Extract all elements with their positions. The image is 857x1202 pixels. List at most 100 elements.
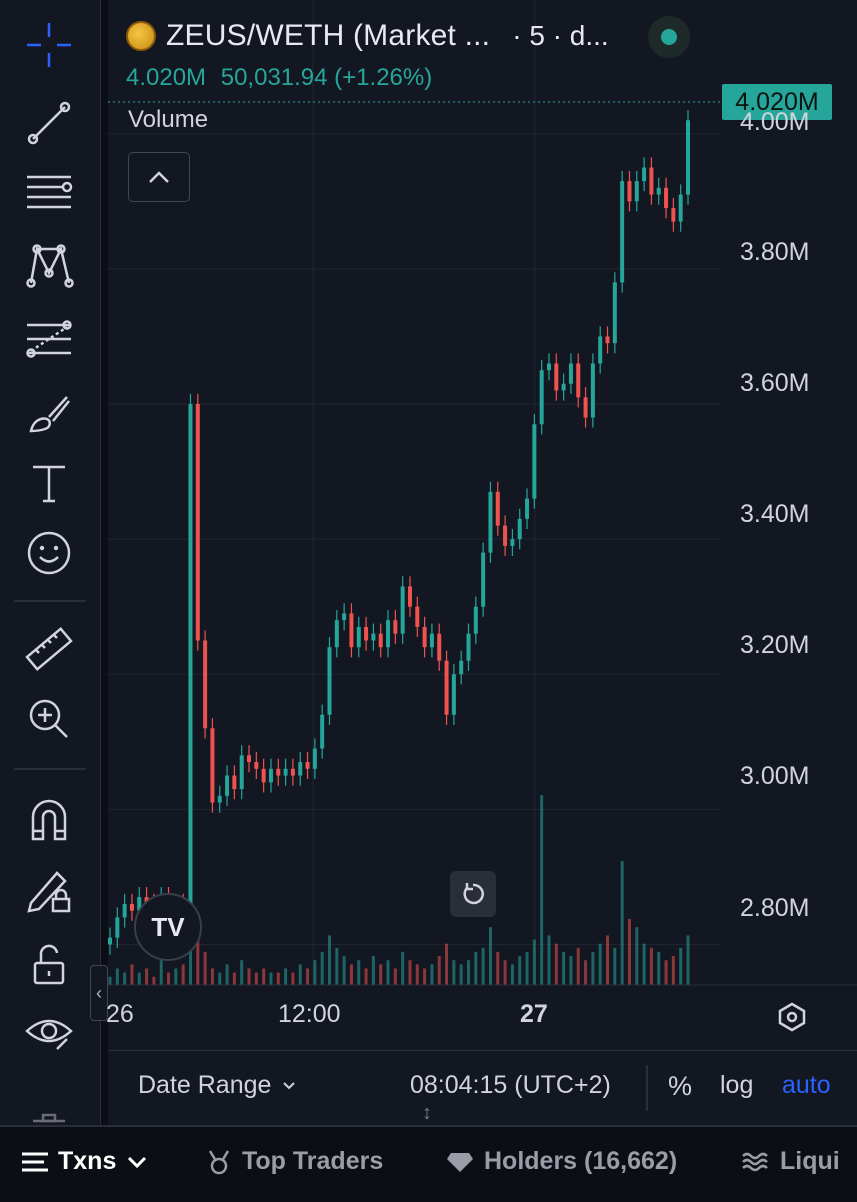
zoom-in-icon[interactable]	[14, 688, 84, 750]
chart-area[interactable]: ZEUS/WETH (Market ... · 5 · d... 4.020M …	[106, 0, 857, 1125]
volume-bar	[210, 968, 214, 985]
volume-bar	[518, 956, 522, 985]
collapse-legend-button[interactable]	[128, 152, 190, 202]
brush-icon[interactable]	[14, 382, 84, 444]
x-tick-label: 12:00	[278, 1000, 341, 1028]
volume-bar	[232, 972, 236, 985]
candle-body	[400, 586, 405, 634]
magnet-icon[interactable]	[14, 788, 84, 850]
y-tick-label: 3.80M	[740, 238, 810, 266]
candle-body	[437, 633, 442, 661]
date-range-button[interactable]: Date Range	[138, 1071, 297, 1100]
volume-bar	[174, 968, 178, 985]
trash-icon[interactable]	[14, 1098, 84, 1160]
volume-bar	[664, 960, 668, 985]
volume-bar	[218, 972, 222, 985]
candle-body	[481, 552, 486, 607]
volume-bar	[269, 972, 273, 985]
tab-txns-label: Txns	[58, 1147, 117, 1175]
symbol-title[interactable]: ZEUS/WETH (Market ...	[166, 19, 491, 52]
volume-bar	[510, 964, 514, 985]
eye-icon[interactable]	[14, 1000, 84, 1062]
volume-bar	[327, 935, 331, 985]
candle-body	[466, 633, 471, 661]
candle-body	[137, 897, 142, 911]
tradingview-logo[interactable]: TV	[134, 893, 202, 961]
candle-body	[320, 714, 325, 749]
toolbar-collapse-button[interactable]: ‹	[90, 965, 108, 1021]
volume-bar	[313, 960, 317, 985]
volume-bar	[262, 968, 266, 985]
candle-body	[634, 181, 639, 202]
tab-holders[interactable]: Holders (16,662)	[446, 1147, 677, 1176]
candle-body	[254, 762, 259, 769]
volume-bar	[130, 964, 134, 985]
chart-settings-button[interactable]	[772, 997, 812, 1037]
settings-hexagon-icon	[778, 1002, 806, 1032]
lock-icon[interactable]	[14, 934, 84, 996]
volume-bar	[181, 964, 185, 985]
candle-body	[576, 363, 581, 398]
candle-body	[686, 120, 690, 195]
interval-label[interactable]: · 5 · d...	[512, 20, 609, 51]
clock-timezone[interactable]: 08:04:15 (UTC+2)	[410, 1071, 611, 1099]
ruler-icon[interactable]	[14, 618, 84, 680]
price-chart[interactable]	[108, 0, 857, 1050]
candle-body	[115, 917, 120, 938]
lock-drawing-icon[interactable]	[14, 858, 84, 920]
volume-bar	[335, 947, 339, 985]
tab-txns[interactable]: Txns	[22, 1147, 148, 1176]
volume-bar	[115, 968, 119, 985]
volume-bar	[159, 960, 163, 985]
crosshair-icon[interactable]	[14, 14, 84, 76]
pattern-icon[interactable]	[14, 234, 84, 296]
panel-resize-handle[interactable]: ↕	[422, 1102, 432, 1124]
emoji-icon[interactable]	[14, 522, 84, 584]
tab-top-traders[interactable]: Top Traders	[206, 1147, 383, 1176]
candle-body	[239, 755, 244, 790]
market-status-indicator[interactable]	[648, 16, 690, 58]
percent-scale-button[interactable]: %	[668, 1071, 693, 1101]
candle-body	[503, 525, 508, 546]
toolbar-divider	[14, 600, 86, 602]
volume-bar	[591, 951, 595, 985]
toolbar-divider	[14, 768, 86, 770]
candle-body	[276, 768, 281, 776]
volume-bar	[532, 939, 536, 985]
tab-liquidity[interactable]: Liqui	[742, 1147, 840, 1176]
price-change: 50,031.94 (+1.26%)	[220, 64, 433, 91]
volume-bar	[152, 976, 156, 985]
waves-icon	[742, 1152, 768, 1171]
candle-body	[334, 620, 339, 648]
log-scale-button[interactable]: log	[720, 1071, 754, 1099]
candle-body	[583, 397, 588, 418]
volume-bar	[415, 964, 419, 985]
horizontal-lines-icon[interactable]	[14, 162, 84, 224]
drawing-toolbar	[0, 0, 101, 1125]
last-value: 4.020M	[126, 64, 207, 91]
volume-bar	[320, 951, 324, 985]
y-tick-label: 3.00M	[740, 762, 810, 790]
volume-bar	[137, 972, 141, 985]
volume-bar	[145, 968, 149, 985]
candle-body	[393, 620, 398, 634]
candle-body	[122, 903, 127, 918]
volume-bar	[554, 943, 558, 985]
candle-body	[539, 370, 544, 425]
volume-legend-label[interactable]: Volume	[128, 106, 209, 133]
trend-line-icon[interactable]	[14, 92, 84, 154]
status-dot-icon	[661, 29, 677, 45]
fib-retracement-icon[interactable]	[14, 308, 84, 370]
candle-body	[261, 768, 266, 783]
candle-body	[598, 336, 603, 364]
candle-body	[247, 755, 252, 763]
candle-body	[225, 775, 230, 796]
text-icon[interactable]	[14, 452, 84, 514]
candle-body	[459, 660, 464, 675]
auto-scale-button[interactable]: auto	[782, 1071, 831, 1099]
reset-chart-button[interactable]	[450, 871, 496, 917]
candle-body	[210, 728, 215, 803]
candle-body	[283, 768, 288, 776]
volume-bar	[196, 927, 200, 985]
volume-bar	[423, 968, 427, 985]
